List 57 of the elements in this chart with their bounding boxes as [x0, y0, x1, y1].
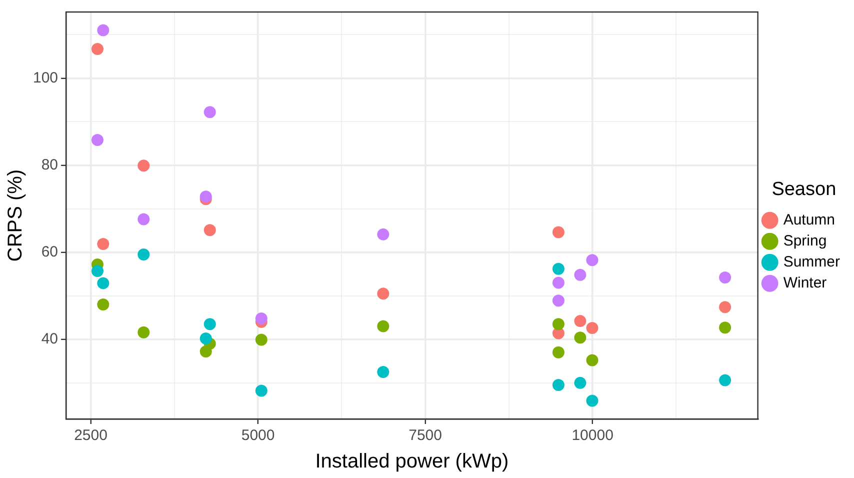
point	[91, 43, 104, 55]
point	[91, 265, 104, 277]
point	[574, 268, 586, 281]
point	[377, 228, 390, 240]
x-tick-label: 7500	[408, 427, 442, 444]
point	[204, 106, 216, 118]
point	[377, 320, 390, 332]
point	[574, 376, 586, 389]
point	[586, 354, 598, 366]
point	[574, 315, 586, 328]
point	[204, 318, 216, 330]
point	[719, 301, 732, 314]
y-tick-label: 100	[32, 69, 58, 86]
point	[200, 190, 212, 203]
point	[97, 24, 110, 36]
point	[552, 318, 564, 330]
point	[97, 298, 110, 311]
y-tick-label: 80	[41, 156, 58, 174]
x-tick-label: 10000	[572, 427, 614, 444]
legend-label: Spring	[783, 232, 827, 250]
point	[586, 322, 598, 334]
point	[552, 379, 564, 392]
legend-title: Season	[772, 178, 836, 200]
point	[552, 226, 564, 238]
point	[200, 332, 212, 344]
point	[138, 326, 150, 338]
point	[719, 272, 732, 284]
point	[586, 394, 598, 407]
point	[138, 160, 150, 172]
point	[552, 276, 564, 289]
point	[91, 134, 104, 146]
point	[552, 262, 564, 275]
point	[255, 312, 268, 324]
legend-label: Summer	[783, 254, 840, 271]
point	[552, 294, 564, 307]
y-tick-label: 40	[41, 330, 58, 348]
y-tick-label: 60	[41, 243, 58, 260]
point	[586, 254, 598, 266]
x-tick-label: 5000	[241, 427, 275, 444]
point	[552, 346, 564, 358]
point	[574, 332, 586, 344]
x-tick-label: 2500	[74, 427, 108, 444]
point	[204, 224, 216, 236]
point	[377, 366, 390, 378]
point	[97, 238, 110, 250]
point	[255, 334, 268, 346]
point	[138, 213, 150, 226]
point	[719, 374, 732, 386]
point	[377, 288, 390, 300]
y-axis-title: CRPS (%)	[4, 169, 27, 262]
legend-label: Winter	[783, 274, 827, 292]
x-axis-title: Installed power (kWp)	[315, 450, 509, 473]
point	[255, 384, 268, 397]
point	[719, 322, 732, 334]
point	[97, 277, 110, 290]
point	[138, 248, 150, 260]
legend-label: Autumn	[783, 212, 836, 229]
